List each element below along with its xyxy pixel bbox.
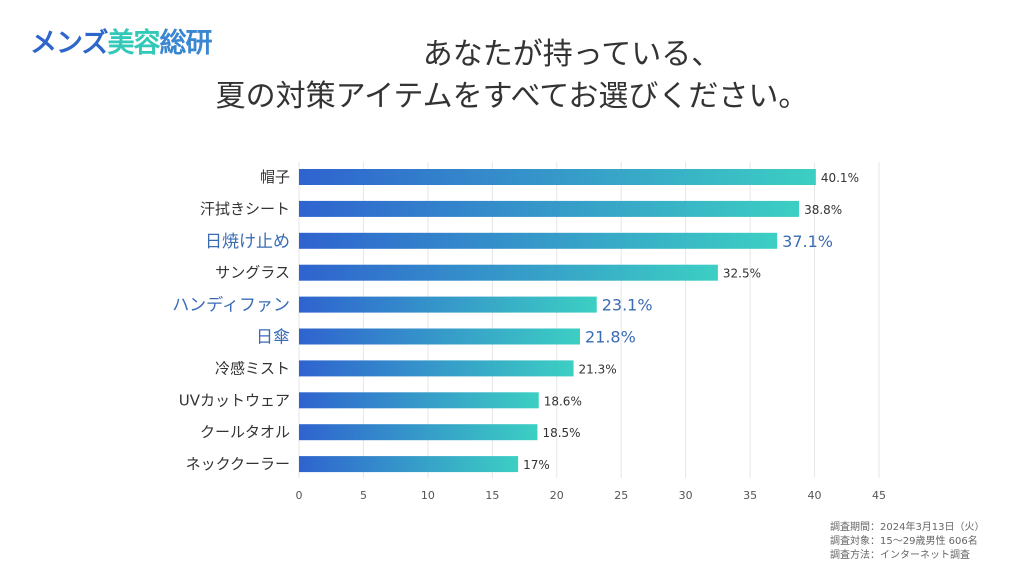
- value-label: 23.1%: [602, 296, 653, 315]
- bar: [299, 456, 519, 473]
- x-tick-label: 0: [296, 489, 303, 502]
- category-label: 冷感ミスト: [215, 359, 290, 377]
- x-tick-label: 5: [360, 489, 367, 502]
- value-label: 17%: [523, 458, 550, 472]
- category-label: 日焼け止め: [205, 232, 290, 252]
- value-label: 18.5%: [542, 426, 580, 440]
- x-tick-label: 10: [421, 489, 435, 502]
- category-label: 汗拭きシート: [200, 200, 290, 218]
- value-label: 21.3%: [579, 362, 617, 376]
- bar: [299, 200, 800, 217]
- value-labels: 40.1% 38.8% 37.1% 32.5% 23.1% 21.8% 21.3% 18.6%…: [523, 171, 859, 472]
- logo-part-souken: 総研: [159, 27, 212, 59]
- x-tick-label: 15: [485, 489, 499, 502]
- brand-logo: メンズ 美容 総研: [30, 22, 212, 59]
- value-label: 32.5%: [723, 267, 761, 281]
- x-tick-label: 25: [614, 489, 628, 502]
- x-tick-label: 20: [550, 489, 564, 502]
- logo-part-mens: メンズ: [30, 27, 108, 59]
- value-label: 40.1%: [821, 171, 859, 185]
- value-label: 18.6%: [544, 394, 582, 408]
- logo-part-biyou: 美容: [107, 27, 160, 59]
- x-tick-label: 30: [679, 489, 693, 502]
- x-tick-label: 45: [872, 489, 886, 502]
- survey-target-note: 調査対象：15〜29歳男性 606名: [830, 536, 978, 547]
- category-label: UVカットウェア: [179, 391, 290, 409]
- bar: [299, 392, 539, 409]
- bar: [299, 296, 597, 313]
- value-label: 37.1%: [782, 232, 833, 251]
- category-label: サングラス: [215, 264, 290, 282]
- category-label: クールタオル: [200, 423, 290, 441]
- bar: [299, 264, 718, 281]
- category-label: 帽子: [260, 168, 290, 186]
- bar: [299, 328, 580, 345]
- x-axis-ticks: 0 5 10 15 20 25 30 35 40 45: [296, 489, 887, 502]
- category-label: ネッククーラー: [186, 455, 290, 473]
- chart-title-line-1: あなたが持っている、: [422, 37, 722, 72]
- bar: [299, 232, 778, 249]
- category-label: ハンディファン: [172, 295, 290, 316]
- bar: [299, 169, 816, 185]
- bars: [299, 169, 816, 473]
- x-tick-label: 40: [808, 489, 822, 502]
- chart-title-line-2: 夏の対策アイテムをすべてお選びください。: [215, 79, 809, 114]
- x-tick-label: 35: [743, 489, 757, 502]
- bar: [299, 360, 574, 377]
- value-label: 38.8%: [804, 203, 842, 217]
- bar: [299, 424, 538, 441]
- survey-method-note: 調査方法：インターネット調査: [830, 550, 970, 561]
- value-label: 21.8%: [585, 328, 636, 347]
- survey-period-note: 調査期間：2024年3月13日（火）: [830, 522, 985, 533]
- category-label: 日傘: [256, 328, 290, 348]
